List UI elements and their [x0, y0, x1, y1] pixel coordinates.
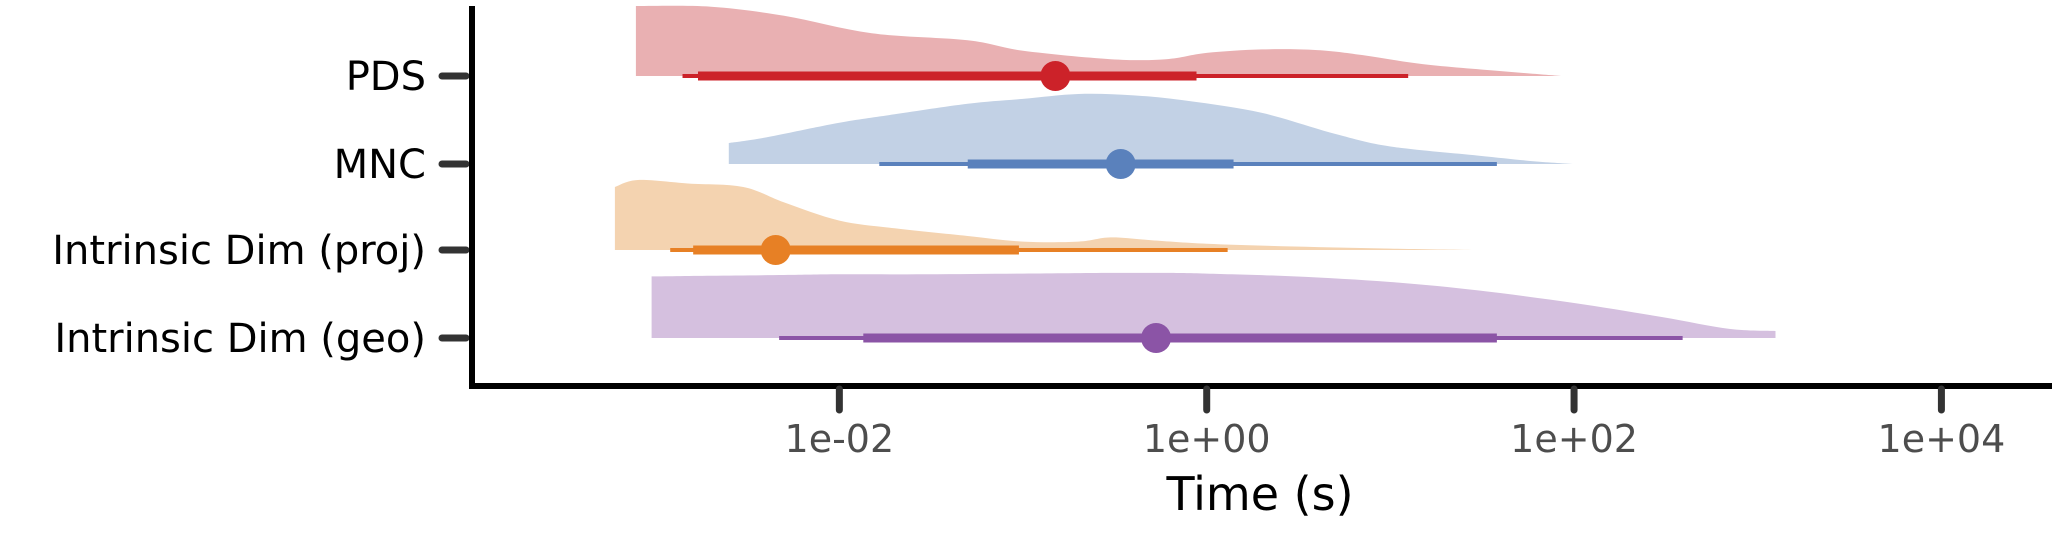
density-intrinsic-dim-proj [614, 179, 1478, 250]
x-axis-title: Time (s) [1165, 467, 1353, 521]
density-intrinsic-dim-geo [651, 272, 1776, 338]
y-tick-label-mnc: MNC [334, 142, 426, 188]
x-tick-label-1: 1e+00 [1143, 417, 1271, 461]
median-point-intrinsic-dim-geo [1141, 323, 1172, 353]
y-tick-label-pds: PDS [346, 54, 426, 100]
y-tick-label-intrinsic-dim-proj: Intrinsic Dim (proj) [52, 228, 426, 274]
density-pds [635, 5, 1562, 76]
median-point-pds [1040, 61, 1071, 91]
axes-layer: PDS MNC Intrinsic Dim (proj) Intrinsic Dim … [52, 6, 2052, 461]
interval-layer [670, 61, 1683, 353]
x-tick-label-3: 1e+04 [1878, 417, 2006, 461]
x-tick-label-0: 1e-02 [785, 417, 895, 461]
x-tick-label-2: 1e+02 [1510, 417, 1638, 461]
y-tick-label-intrinsic-dim-geo: Intrinsic Dim (geo) [54, 316, 426, 362]
density-mnc [728, 93, 1575, 164]
median-point-mnc [1105, 149, 1136, 179]
median-point-intrinsic-dim-proj [760, 235, 791, 265]
density-layer [614, 5, 1776, 338]
